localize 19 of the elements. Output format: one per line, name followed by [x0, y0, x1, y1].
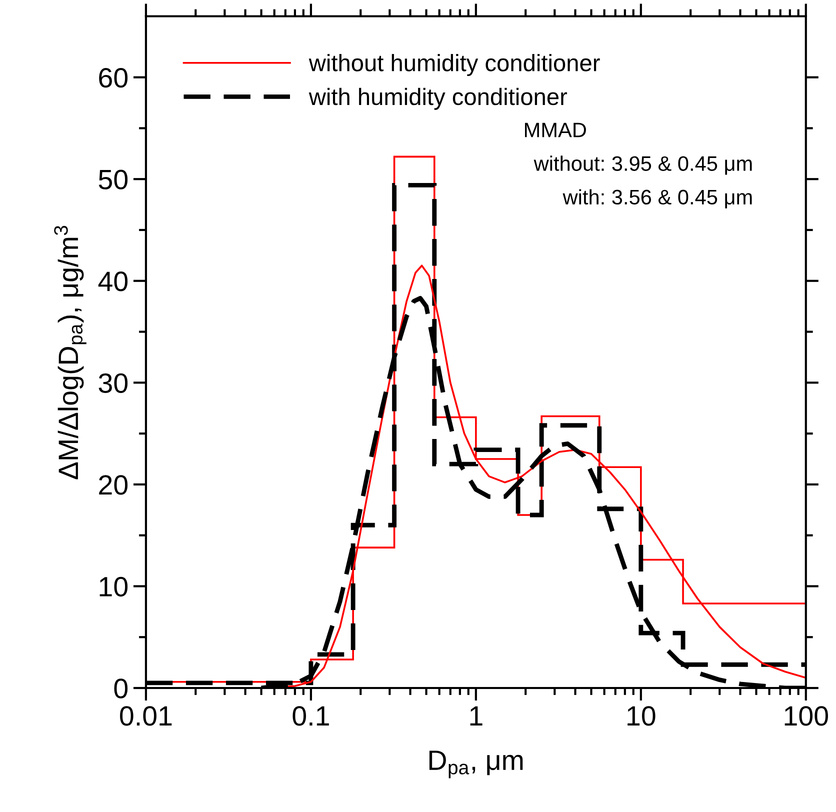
y-tick-label: 60	[99, 68, 128, 88]
legend-label: without humidity conditioner	[308, 54, 600, 76]
x-tick-label: 100	[784, 706, 828, 726]
y-tick-label: 20	[99, 475, 128, 495]
y-tick-label: 40	[98, 272, 128, 292]
x-axis-title: D$_{pa}$, μm	[429, 750, 523, 778]
legend-label: with humidity conditioner	[308, 88, 568, 110]
y-tick-label: 50	[98, 170, 128, 190]
y-tick-label: 10	[100, 576, 128, 597]
y-tick-label: 0	[114, 678, 128, 698]
x-tick-label: 0.01	[120, 706, 172, 726]
y-axis-title: ΔM/Δlog(D$_{pa}$), μg/m$^{3}$	[54, 226, 86, 480]
x-tick-label: 10	[628, 706, 656, 726]
x-tick-label: 0.1	[292, 706, 329, 726]
x-tick-label: 1	[470, 706, 482, 726]
annotation: with: 3.56 & 0.45 μm	[562, 189, 752, 208]
y-tick-label: 30	[98, 373, 128, 393]
annotation: MMAD	[525, 122, 586, 138]
annotation: without: 3.95 & 0.45 μm	[534, 156, 752, 175]
